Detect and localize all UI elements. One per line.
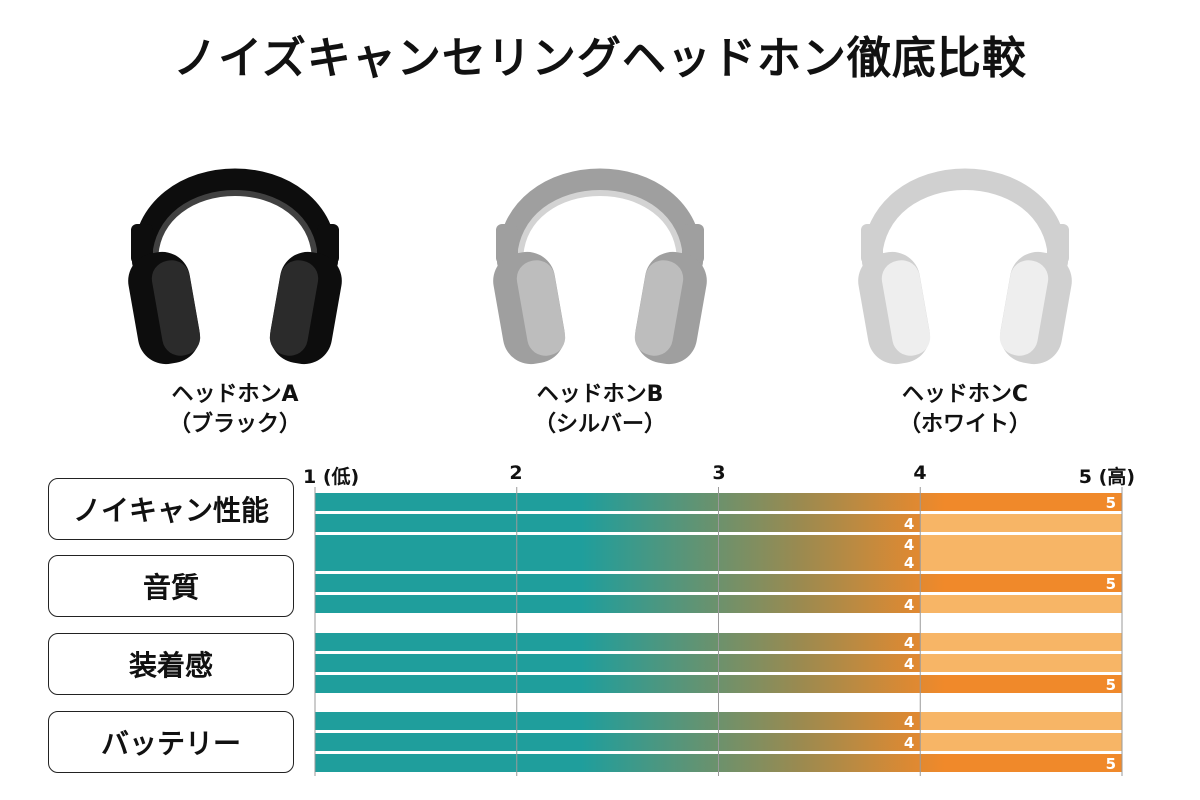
bar <box>315 514 921 532</box>
tick-label: 3 <box>712 462 726 484</box>
headband <box>862 168 1068 273</box>
product-b-color: （シルバー） <box>533 412 666 437</box>
bar-value-label: 4 <box>904 634 914 652</box>
headband <box>132 168 338 273</box>
earpad-left <box>151 260 201 356</box>
slider-left <box>131 224 153 264</box>
product-c-name: ヘッドホンC <box>901 382 1029 407</box>
headband-inner <box>517 190 683 263</box>
bar <box>315 733 921 751</box>
headphones-icon <box>858 168 1072 365</box>
bar-value-label: 4 <box>904 655 914 673</box>
headphones-icon <box>128 168 342 365</box>
bar-value-label: 5 <box>1106 575 1116 593</box>
tick-label: 4 <box>913 462 927 484</box>
bar-value-label: 5 <box>1106 494 1116 512</box>
bar-value-label: 4 <box>904 515 914 533</box>
product-b-name: ヘッドホンB <box>536 382 664 407</box>
category-label: ノイキャン性能 <box>48 478 294 540</box>
bar <box>315 553 921 571</box>
product-c: ヘッドホンC （ホワイト） <box>815 112 1115 440</box>
headband-inner <box>152 190 318 263</box>
earpad-right <box>269 260 319 356</box>
headband-inner <box>882 190 1048 263</box>
category-label: 音質 <box>48 555 294 617</box>
bar <box>315 595 921 613</box>
tick-label: 2 <box>509 462 523 484</box>
bar-value-label: 4 <box>904 734 914 752</box>
earpad-left <box>881 260 931 356</box>
bar-value-label: 4 <box>904 596 914 614</box>
tick-label: 5 (高) <box>1078 466 1135 488</box>
slider-left <box>861 224 883 264</box>
bar-value-label: 5 <box>1106 676 1116 694</box>
category-label: バッテリー <box>48 711 294 773</box>
bar-value-label: 4 <box>904 554 914 572</box>
bar <box>315 654 921 672</box>
bar-value-label: 4 <box>904 713 914 731</box>
tick-label: 1 (低) <box>303 466 360 488</box>
bar <box>315 712 921 730</box>
earpad-right <box>634 260 684 356</box>
bar-value-label: 5 <box>1106 755 1116 773</box>
headphones-icon <box>493 168 707 365</box>
slider-left <box>496 224 518 264</box>
headband <box>497 168 703 273</box>
category-label: 装着感 <box>48 633 294 695</box>
bar <box>315 535 921 553</box>
slider-right <box>682 224 704 264</box>
product-a-color: （ブラック） <box>168 412 301 437</box>
slider-right <box>317 224 339 264</box>
product-a: ヘッドホンA （ブラック） <box>85 112 385 440</box>
product-c-color: （ホワイト） <box>898 412 1031 437</box>
chart-title: ノイズキャンセリングヘッドホン徹底比較 <box>173 33 1027 84</box>
slider-right <box>1047 224 1069 264</box>
product-a-name: ヘッドホンA <box>171 382 299 407</box>
earpad-right <box>999 260 1049 356</box>
earpad-left <box>516 260 566 356</box>
product-b: ヘッドホンB （シルバー） <box>450 112 750 440</box>
bar <box>315 633 921 651</box>
bar-value-label: 4 <box>904 536 914 554</box>
